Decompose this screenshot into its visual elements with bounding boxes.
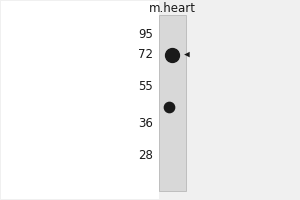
Text: 36: 36	[138, 117, 153, 130]
Text: m.heart: m.heart	[149, 2, 196, 15]
Bar	[1, 1, 159, 199]
Point	[167, 106, 172, 109]
Text: 28: 28	[138, 149, 153, 162]
Bar	[159, 15, 186, 191]
Point	[170, 53, 175, 56]
Text: 55: 55	[138, 80, 153, 93]
Text: 72: 72	[138, 48, 153, 61]
Text: 95: 95	[138, 28, 153, 41]
